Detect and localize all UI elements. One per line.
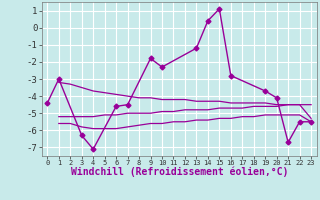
X-axis label: Windchill (Refroidissement éolien,°C): Windchill (Refroidissement éolien,°C) [70,166,288,177]
